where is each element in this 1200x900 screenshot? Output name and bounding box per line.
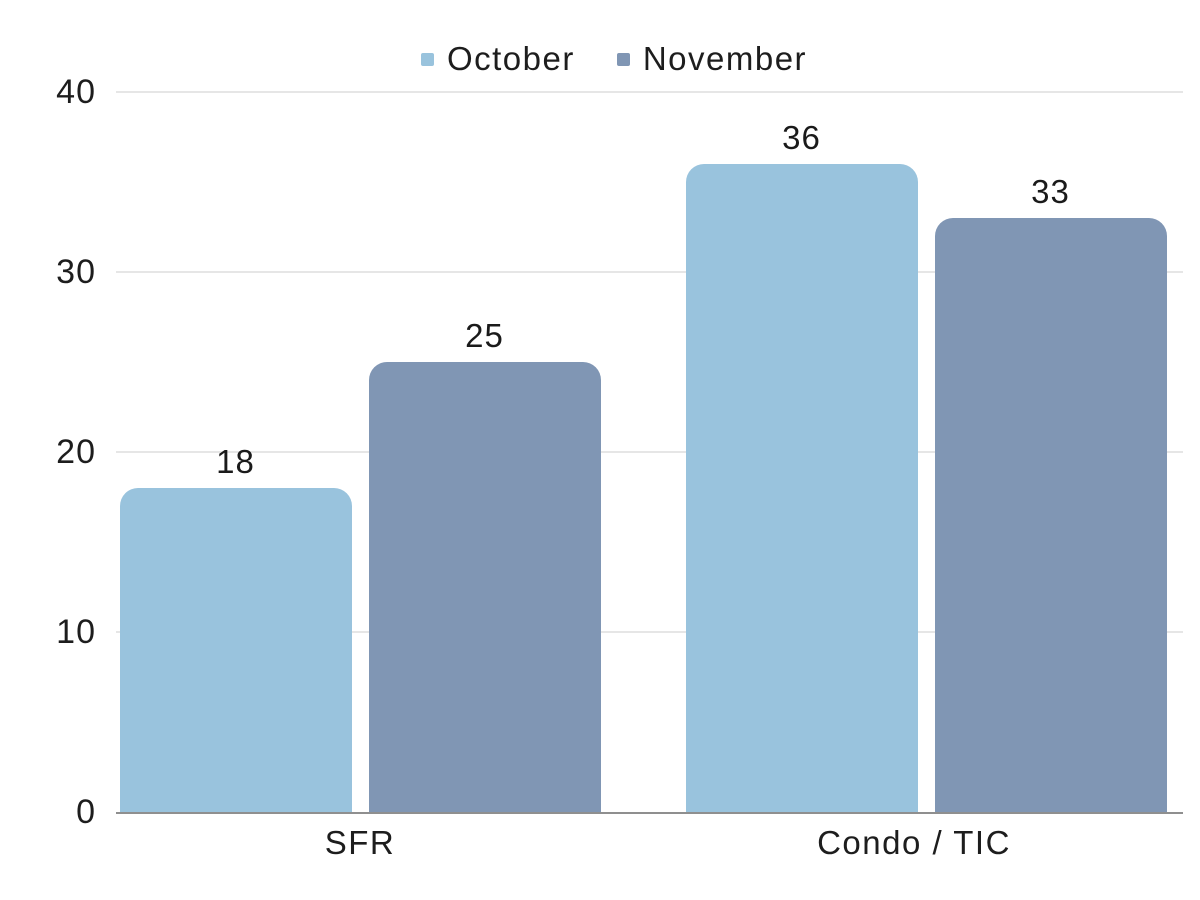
legend-swatch-icon: [420, 52, 434, 66]
y-tick-label-40: 40: [56, 73, 96, 111]
legend-item-october: October: [420, 40, 575, 78]
bar-value-label: 18: [216, 443, 255, 480]
y-tick-label-20: 20: [56, 433, 96, 471]
bar-value-label: 36: [782, 119, 821, 156]
legend-label: November: [642, 40, 808, 77]
gridline-30: [116, 271, 1183, 273]
gridline-40: [116, 91, 1183, 93]
legend-item-november: November: [616, 40, 808, 78]
y-tick-label-10: 10: [56, 613, 96, 651]
bar-condo-tic-november: [934, 218, 1167, 812]
plot-area: 18 25 36 33: [116, 91, 1183, 814]
bar-sfr-october: [119, 488, 352, 812]
legend-label: October: [446, 40, 575, 77]
x-tick-label-condo-tic: Condo / TIC: [817, 824, 1011, 861]
gridline-20: [116, 451, 1183, 453]
gridline-10: [116, 631, 1183, 633]
bar-condo-tic-october: [685, 164, 918, 812]
bar-sfr-november: [368, 362, 601, 812]
chart-legend: October November: [14, 40, 1200, 78]
x-axis-baseline: [116, 812, 1183, 814]
y-tick-label-30: 30: [56, 253, 96, 291]
legend-swatch-icon: [616, 52, 630, 66]
y-tick-label-0: 0: [76, 793, 96, 831]
bar-value-label: 33: [1031, 173, 1070, 210]
bar-value-label: 25: [465, 317, 504, 354]
x-tick-label-sfr: SFR: [324, 824, 396, 861]
